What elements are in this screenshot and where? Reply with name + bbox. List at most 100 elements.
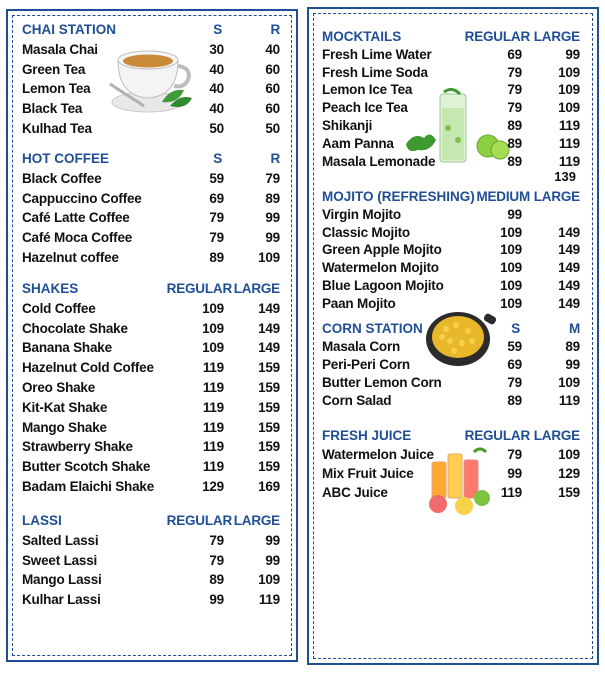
item-name: Oreo Shake (22, 380, 96, 395)
item-price-1: 69 (209, 190, 224, 206)
item-name: Green Tea (22, 61, 86, 77)
item-price-1: 99 (507, 466, 522, 481)
item-price-2: 159 (258, 419, 280, 435)
item-price-1: 99 (209, 592, 224, 608)
item-price-1: 79 (507, 100, 522, 116)
item-price-2: 40 (265, 41, 280, 57)
column-header-1: S (213, 22, 222, 37)
menu-item-row: Lemon Tea 40 60 (22, 81, 284, 101)
menu-item-row: ABC Juice 119 159 (322, 485, 584, 505)
item-name: Butter Lemon Corn (322, 375, 442, 390)
menu-item-row: Cappuccino Coffee 69 89 (22, 191, 284, 211)
item-price-1: 109 (202, 300, 224, 316)
section-title: HOT COFFEE (22, 151, 109, 166)
item-name: Aam Panna (322, 135, 394, 151)
item-price-2: 129 (558, 466, 580, 481)
item-price-2: 159 (558, 485, 580, 500)
item-name: Virgin Mojito (322, 206, 401, 222)
section-header: SHAKES REGULAR LARGE (22, 281, 284, 301)
item-name: Watermelon Mojito (322, 260, 439, 276)
item-price-1: 119 (202, 360, 224, 376)
item-price-2: 119 (258, 592, 280, 608)
item-price-1: 119 (500, 485, 522, 500)
item-price-2: 159 (258, 439, 280, 455)
menu-item-row: Salted Lassi 79 99 (22, 533, 284, 553)
item-price-2: 109 (558, 82, 580, 98)
item-price-2: 89 (265, 190, 280, 206)
item-name: Sweet Lassi (22, 552, 98, 568)
item-name: Butter Scotch Shake (22, 459, 151, 475)
menu-item-row: Hazelnut coffee 89 109 (22, 250, 284, 270)
menu-item-row: Aam Panna 89 119 (322, 136, 584, 156)
item-name: Cold Coffee (22, 300, 96, 316)
item-price-1: 89 (507, 393, 522, 408)
item-price-1: 109 (500, 278, 522, 293)
section-header: CORN STATION S M (322, 321, 584, 341)
menu-item-row: Oreo Shake 119 159 (22, 380, 284, 400)
item-price-2: 149 (558, 278, 580, 293)
item-name: Kit-Kat Shake (22, 399, 108, 415)
section-title: CHAI STATION (22, 22, 116, 37)
item-price-1: 69 (507, 357, 522, 372)
item-price-1: 119 (202, 380, 224, 395)
menu-item-row: Hazelnut Cold Coffee 119 159 (22, 360, 284, 380)
menu-item-row: Peach Ice Tea 79 109 (322, 100, 584, 120)
item-price-1: 89 (209, 572, 224, 588)
item-price-1: 109 (500, 242, 522, 258)
item-price-1: 50 (209, 121, 224, 136)
item-price-1: 89 (507, 153, 522, 169)
item-price-1: 40 (209, 61, 224, 77)
item-price-1: 119 (202, 399, 224, 415)
item-price-1: 109 (202, 340, 224, 356)
item-price-2: 149 (558, 295, 580, 311)
item-price-2: 109 (558, 447, 580, 462)
menu-item-row: Kit-Kat Shake 119 159 (22, 400, 284, 420)
menu-item-row: Green Apple Mojito 109 149 (322, 242, 584, 262)
item-price-2: 119 (558, 135, 580, 151)
item-name: Fresh Lime Water (322, 46, 432, 62)
menu-item-row: Fresh Lime Soda 79 109 (322, 65, 584, 85)
item-name: Kulhar Lassi (22, 592, 101, 608)
menu-item-row: Fresh Lime Water 69 99 (322, 47, 584, 67)
item-name: Mango Shake (22, 419, 107, 435)
item-name: ABC Juice (322, 485, 388, 500)
item-price-2: 60 (265, 81, 280, 97)
item-price-2: 50 (265, 121, 280, 136)
item-name: Strawberry Shake (22, 439, 133, 455)
section-shakes: SHAKES REGULAR LARGE Cold Coffee 109 149 Choco… (22, 281, 284, 503)
column-header-1: REGULAR (166, 281, 233, 296)
section-header: FRESH JUICE REGULAR LARGE (322, 428, 584, 448)
corn-bowl-image (426, 312, 496, 366)
item-price-1: 59 (209, 170, 224, 186)
item-price-2: 159 (258, 459, 280, 475)
section-header: LASSI REGULAR LARGE (22, 513, 284, 533)
item-price-1: 99 (507, 206, 522, 222)
item-price-2: 149 (558, 260, 580, 276)
menu-item-row: Masala Corn 59 89 (322, 339, 584, 359)
menu-item-row: Corn Salad 89 119 (322, 393, 584, 413)
item-price-2: 99 (265, 230, 280, 246)
item-price-2: 60 (265, 101, 280, 117)
item-name: Kulhad Tea (22, 121, 92, 136)
section-header: MOJITO (REFRESHING) MEDIUM LARGE (322, 189, 584, 209)
menu-item-row: Cold Coffee 109 149 (22, 301, 284, 321)
menu-item-row: Butter Lemon Corn 79 109 (322, 375, 584, 395)
section-title: SHAKES (22, 281, 79, 296)
column-header-2: M (568, 321, 580, 336)
item-name: Green Apple Mojito (322, 242, 442, 258)
item-price-2: 149 (258, 300, 280, 316)
item-name: Black Tea (22, 101, 83, 117)
extra-price: 139 (554, 169, 576, 185)
item-name: Cappuccino Coffee (22, 190, 142, 206)
left-menu-panel (6, 9, 298, 662)
menu-item-row: Lemon Ice Tea 79 109 (322, 82, 584, 102)
item-price-2: 89 (565, 339, 580, 354)
item-price-1: 40 (209, 81, 224, 97)
column-header-1: REGULAR (166, 513, 233, 528)
menu-item-row: Badam Elaichi Shake 129 169 (22, 479, 284, 499)
item-name: Peach Ice Tea (322, 100, 408, 116)
item-price-2: 149 (558, 242, 580, 258)
item-name: Masala Chai (22, 41, 98, 57)
item-name: Masala Corn (322, 339, 401, 354)
column-header-2: R (270, 22, 280, 37)
